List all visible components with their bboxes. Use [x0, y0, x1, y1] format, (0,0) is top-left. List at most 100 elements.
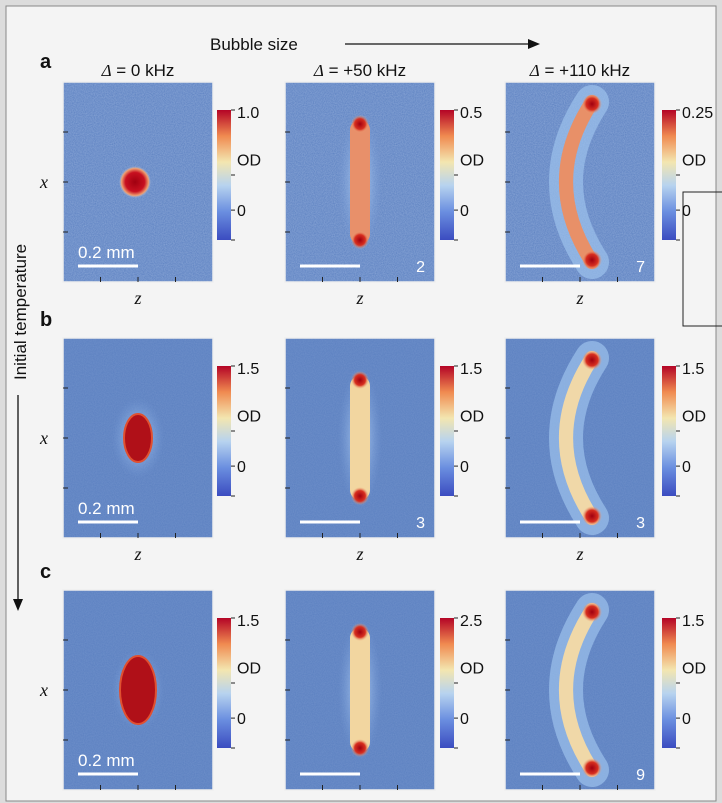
- atom-cloud: [119, 166, 151, 198]
- cloud-tip: [351, 739, 369, 757]
- colorbar: 1.5 OD 0: [440, 361, 484, 497]
- cloud-tip: [582, 602, 602, 622]
- x-axis-label: x: [39, 680, 48, 700]
- cloud-tip: [351, 487, 369, 505]
- image-panel: [284, 589, 436, 791]
- scale-bar-label: 0.2 mm: [78, 751, 135, 770]
- clipped-inset-box: [682, 191, 722, 327]
- colorbar-od-label: OD: [460, 152, 484, 169]
- scale-bar-label: 0.2 mm: [78, 499, 135, 518]
- colorbar-gradient: [662, 366, 676, 496]
- corner-number: 3: [636, 515, 645, 532]
- atom-cloud: [559, 95, 599, 269]
- colorbar-gradient: [440, 366, 454, 496]
- colorbar: 0.25 OD 0: [662, 105, 713, 241]
- delta-symbol: Δ: [313, 61, 324, 80]
- z-axis-label: z: [355, 796, 363, 803]
- colorbar: 1.5 OD 0: [217, 613, 261, 749]
- detuning-value: = +110 kHz: [540, 61, 630, 80]
- corner-number: 3: [416, 515, 425, 532]
- colorbar-max-label: 1.5: [682, 361, 704, 378]
- colorbar-od-label: OD: [460, 660, 484, 677]
- cloud-tip: [351, 115, 369, 133]
- colorbar-max-label: 1.5: [682, 613, 704, 630]
- colorbar-od-label: OD: [682, 660, 706, 677]
- cloud-tip: [582, 758, 602, 778]
- z-axis-label: z: [133, 288, 141, 308]
- z-axis-label: z: [575, 544, 583, 564]
- column-title: Δ = +50 kHz: [313, 61, 406, 80]
- colorbar-max-label: 1.5: [460, 361, 482, 378]
- cloud-tip: [582, 250, 602, 270]
- corner-number: 9: [636, 767, 645, 784]
- image-panel: 3: [504, 337, 656, 539]
- image-panel: 7: [504, 81, 656, 283]
- image-panel: 0.2 mm: [62, 589, 214, 791]
- bubble-size-arrow: [345, 39, 540, 49]
- initial-temperature-arrow: [13, 395, 23, 611]
- colorbar-od-label: OD: [682, 408, 706, 425]
- z-axis-label: z: [575, 288, 583, 308]
- colorbar-od-label: OD: [237, 408, 261, 425]
- colorbar: 2.5 OD 0: [440, 613, 484, 749]
- colorbar-gradient: [440, 618, 454, 748]
- z-axis-label: z: [575, 796, 583, 803]
- colorbar-zero-label: 0: [682, 711, 691, 728]
- image-panel: 0.2 mm: [62, 337, 214, 539]
- z-axis-label: z: [355, 288, 363, 308]
- row-label: a: [40, 51, 52, 73]
- detuning-value: = 0 kHz: [112, 61, 175, 80]
- colorbar-od-label: OD: [682, 152, 706, 169]
- colorbar-zero-label: 0: [237, 459, 246, 476]
- colorbar-zero-label: 0: [682, 459, 691, 476]
- corner-number: 7: [636, 259, 645, 276]
- colorbar-zero-label: 0: [237, 711, 246, 728]
- atom-cloud: [350, 376, 370, 500]
- colorbar-max-label: 1.5: [237, 613, 259, 630]
- colorbar-zero-label: 0: [682, 203, 691, 220]
- z-axis-label: z: [355, 544, 363, 564]
- colorbar-gradient: [217, 110, 231, 240]
- delta-symbol: Δ: [529, 61, 540, 80]
- colorbar-zero-label: 0: [460, 203, 469, 220]
- colorbar-od-label: OD: [237, 660, 261, 677]
- colorbar-gradient: [662, 618, 676, 748]
- row-label: c: [40, 561, 51, 583]
- x-axis-label: x: [39, 172, 48, 192]
- colorbar-gradient: [662, 110, 676, 240]
- atom-cloud: [119, 655, 157, 725]
- colorbar: 1.5 OD 0: [217, 361, 261, 497]
- cloud-tip: [582, 506, 602, 526]
- initial-temperature-label: Initial temperature: [11, 244, 30, 380]
- scale-bar-label: 0.2 mm: [78, 243, 135, 262]
- cloud-tip: [582, 94, 602, 114]
- bubble-size-label: Bubble size: [210, 35, 298, 54]
- image-panel: 3: [284, 337, 436, 539]
- delta-symbol: Δ: [101, 61, 112, 80]
- atom-cloud: [559, 351, 599, 525]
- colorbar-max-label: 1.0: [237, 105, 259, 122]
- cloud-tip: [351, 231, 369, 249]
- image-panel: 9: [504, 589, 656, 791]
- colorbar-gradient: [217, 618, 231, 748]
- colorbar: 1.0 OD 0: [217, 105, 261, 241]
- colorbar-max-label: 1.5: [237, 361, 259, 378]
- cloud-tip: [582, 350, 602, 370]
- colorbar-max-label: 0.5: [460, 105, 482, 122]
- colorbar-zero-label: 0: [460, 711, 469, 728]
- colorbar-zero-label: 0: [460, 459, 469, 476]
- colorbar-gradient: [440, 110, 454, 240]
- colorbar-od-label: OD: [460, 408, 484, 425]
- detuning-value: = +50 kHz: [324, 61, 406, 80]
- corner-number: 2: [416, 259, 425, 276]
- image-panel: 0.2 mm: [62, 81, 214, 283]
- z-axis-label: z: [133, 796, 141, 803]
- colorbar-zero-label: 0: [237, 203, 246, 220]
- colorbar: 0.5 OD 0: [440, 105, 484, 241]
- image-panel: 2: [284, 81, 436, 283]
- colorbar: 1.5 OD 0: [662, 613, 706, 749]
- cloud-tip: [351, 371, 369, 389]
- column-title: Δ = +110 kHz: [529, 61, 630, 80]
